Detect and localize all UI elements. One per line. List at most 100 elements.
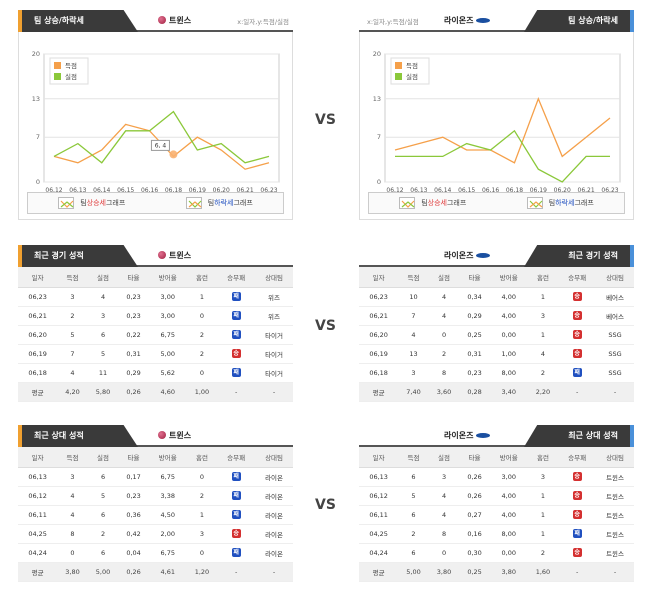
table-cell: 트윈스 [596, 486, 634, 506]
average-cell: - [255, 562, 293, 582]
left-trend-panel: 팀 상승/하락세 트윈스 x:일자,y:득점/실점 0 7 13 20 06,12 06,… [18, 10, 293, 220]
table-cell: 4 [57, 486, 88, 506]
left-h2h-header: 최근 상대 성적 트윈스 [18, 425, 293, 447]
trend-down-icon [185, 197, 202, 209]
right-h2h-panel: 라이온즈 최근 상대 성적 일자 득점 실점 타율 방어율 홈런 승무패 상대팀 06,13 6… [359, 425, 634, 582]
table-cell: 6 [87, 543, 119, 563]
table-row: 06,23 3 4 0,23 3,00 1 패 위즈 [18, 287, 293, 307]
table-cell: 0,23 [118, 306, 149, 326]
table-cell: 6 [398, 543, 429, 563]
table-cell: SSG [596, 325, 634, 345]
right-recent-header: 라이온즈 최근 경기 성적 [359, 245, 634, 267]
y-tick-label: 13 [32, 95, 40, 103]
column-header: 상대팀 [255, 447, 293, 468]
y-tick-label: 13 [373, 95, 381, 103]
x-tick-label: 06,14 [93, 187, 110, 192]
table-cell: 0,23 [118, 287, 149, 307]
table-cell: 4,00 [489, 287, 528, 307]
table-cell: 트윈스 [596, 524, 634, 544]
table-cell: 04,25 [359, 524, 399, 544]
legend-down: 팀 하락세 그래프 [185, 197, 253, 209]
table-cell: 2 [527, 543, 559, 563]
result-cell: 승 [558, 543, 597, 563]
average-cell: - [596, 562, 634, 582]
table-cell: 5 [87, 344, 119, 364]
result-cell: 패 [217, 306, 256, 326]
table-cell: 0,26 [459, 467, 490, 487]
legend-label: 실점 [65, 72, 77, 81]
left-axis-note: x:일자,y:득점/실점 [237, 18, 289, 26]
table-cell: 3 [57, 467, 88, 487]
average-row: 평균 3,80 5,00 0,26 4,61 1,20- - [18, 562, 293, 582]
team-logo-icon [476, 253, 491, 258]
table-cell: 3,38 [148, 486, 187, 506]
average-cell: 5,80 [87, 382, 119, 402]
table-cell: 6 [398, 467, 429, 487]
table-cell: SSG [596, 363, 634, 383]
result-badge: 승 [572, 349, 582, 358]
result-cell: 패 [217, 363, 256, 383]
right-trend-team: 라이온즈 [444, 15, 491, 26]
table-cell: 4 [57, 505, 88, 525]
right-h2h-tab: 최근 상대 성적 [524, 425, 634, 447]
column-header: 방어율 [489, 447, 528, 468]
result-badge: 패 [231, 491, 241, 500]
column-header: 득점 [398, 447, 429, 468]
column-header: 승무패 [217, 447, 256, 468]
average-row: 평균 5,00 3,80 0,25 3,80 1,60- - [359, 562, 634, 582]
average-cell: 3,80 [489, 562, 528, 582]
average-row: 평균 7,40 3,60 0,28 3,40 2,20- - [359, 382, 634, 402]
table-cell: 0,17 [118, 467, 149, 487]
table-cell: 2 [186, 486, 218, 506]
table-cell: 7 [398, 306, 429, 326]
right-chart-box: 0 7 13 20 06,12 06,13 06,14 06,15 06,16 06,18 06,1… [359, 32, 634, 220]
average-row: 평균 4,20 5,80 0,26 4,60 1,00- - [18, 382, 293, 402]
legend-swatch [54, 62, 61, 69]
result-cell: 승 [217, 524, 256, 544]
result-cell: 패 [558, 363, 597, 383]
column-header: 방어율 [148, 267, 187, 288]
table-cell: 0 [186, 467, 218, 487]
average-cell: 3,80 [428, 562, 460, 582]
column-header: 실점 [428, 267, 460, 288]
left-h2h-body: 06,13 3 6 0,17 6,75 0 패 라이온 06,12 4 5 0,23 3,38 2 패 라이온… [18, 467, 293, 582]
table-cell: 06,18 [18, 363, 58, 383]
result-cell: 승 [558, 344, 597, 364]
table-row: 06,19 13 2 0,31 1,00 4 승 SSG [359, 344, 634, 364]
column-header: 실점 [87, 267, 119, 288]
table-cell: 5 [398, 486, 429, 506]
table-cell: 3,00 [489, 467, 528, 487]
right-h2h-team: 라이온즈 [444, 430, 491, 441]
left-recent-panel: 최근 경기 성적 트윈스 일자 득점 실점 타율 방어율 홈런 승무패 상대팀 06,23 3 4… [18, 245, 293, 402]
table-cell: 타이거 [255, 344, 293, 364]
table-cell: 06,20 [359, 325, 399, 345]
right-h2h-body: 06,13 6 3 0,26 3,00 3 승 트윈스 06,12 5 4 0,26 4,00 1 승 트윈스… [359, 467, 634, 582]
table-cell: 6,75 [148, 543, 187, 563]
table-cell: 04,24 [18, 543, 58, 563]
average-cell: 평균 [18, 382, 58, 402]
table-row: 06,12 4 5 0,23 3,38 2 패 라이온 [18, 486, 293, 506]
column-header: 방어율 [148, 447, 187, 468]
result-cell: 패 [217, 325, 256, 345]
result-badge: 패 [231, 292, 241, 301]
table-cell: 트윈스 [596, 467, 634, 487]
left-recent-tab: 최근 경기 성적 [18, 245, 138, 267]
table-cell: 6 [87, 467, 119, 487]
trend-up-icon [399, 197, 416, 209]
table-cell: 4 [428, 505, 460, 525]
table-cell: 0,31 [459, 344, 490, 364]
right-trend-chart: 0 7 13 20 06,12 06,13 06,14 06,15 06,16 06,18 06,1… [373, 50, 621, 192]
table-cell: 6,75 [148, 467, 187, 487]
average-cell: 3,40 [489, 382, 528, 402]
x-tick-label: 06,14 [434, 187, 451, 192]
table-cell: 5 [57, 325, 88, 345]
table-cell: 0,16 [459, 524, 490, 544]
trend-down-icon [526, 197, 543, 209]
table-cell: 0,27 [459, 505, 490, 525]
average-cell: 평균 [359, 382, 399, 402]
result-badge: 패 [572, 368, 582, 377]
x-tick-label: 06,18 [506, 187, 523, 192]
legend-swatch [395, 73, 402, 80]
left-recent-table: 일자 득점 실점 타율 방어율 홈런 승무패 상대팀 06,23 3 4 0,23 3,00 1 패 위즈 0… [18, 267, 293, 402]
table-cell: 2 [186, 344, 218, 364]
